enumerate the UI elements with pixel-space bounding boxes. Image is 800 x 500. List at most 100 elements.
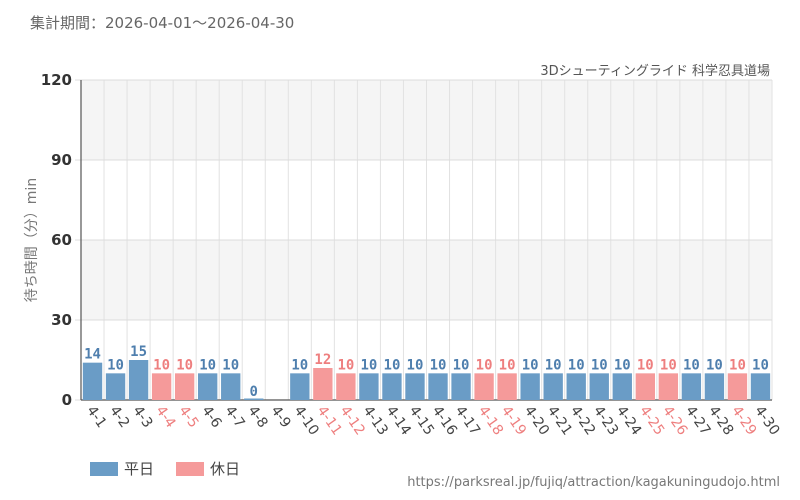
bar-value-label: 10 [568, 357, 585, 373]
bar [105, 373, 126, 400]
bar [336, 373, 356, 400]
x-tick-label: 4-16 [429, 403, 460, 438]
bar-value-label: 10 [153, 357, 170, 373]
bar [497, 373, 517, 400]
bar [635, 373, 655, 400]
y-tick-label: 90 [51, 151, 72, 169]
bar [221, 373, 241, 400]
bar-value-label: 10 [360, 357, 377, 373]
x-tick-label: 4-19 [498, 403, 529, 438]
legend-item-holiday: 休日 [176, 458, 240, 479]
x-tick-label: 4-9 [268, 403, 294, 431]
x-tick-label: 4-27 [682, 403, 713, 438]
bar [82, 362, 103, 400]
period-label: 集計期間：2026-04-01～2026-04-30 [30, 14, 295, 32]
x-tick-label: 4-11 [314, 403, 345, 438]
bar-value-label: 14 [84, 347, 101, 363]
x-tick-label: 4-1 [83, 403, 109, 431]
bar-value-label: 10 [291, 357, 308, 373]
x-tick-label: 4-2 [106, 403, 132, 431]
bar [474, 373, 494, 400]
bar-value-label: 10 [407, 357, 424, 373]
bar [727, 373, 748, 400]
bar-value-label: 10 [107, 357, 124, 373]
bar-value-label: 10 [176, 357, 193, 373]
chart-subtitle: 3Dシューティングライド 科学忍具道場 [540, 64, 770, 79]
bar-value-label: 12 [314, 352, 331, 368]
bar-value-label: 10 [476, 357, 493, 373]
bar [704, 373, 725, 400]
x-tick-label: 4-13 [360, 403, 391, 438]
x-tick-label: 4-10 [291, 403, 322, 438]
bar-value-label: 10 [199, 357, 216, 373]
x-tick-label: 4-29 [728, 403, 759, 438]
legend-label-weekday: 平日 [124, 460, 155, 478]
y-tick-label: 120 [41, 71, 72, 89]
bar-value-label: 10 [729, 357, 746, 373]
y-axis-title: 待ち時間（分）min [24, 178, 40, 302]
legend-label-holiday: 休日 [210, 460, 241, 478]
source-url: https://parksreal.jp/fujiq/attraction/ka… [407, 475, 780, 490]
bar [750, 373, 771, 400]
x-tick-label: 4-30 [751, 403, 782, 438]
bar-value-label: 10 [545, 357, 562, 373]
bar [543, 373, 563, 400]
bar-value-label: 10 [752, 357, 769, 373]
x-tick-label: 4-28 [705, 403, 736, 438]
x-tick-label: 4-25 [636, 403, 667, 438]
x-tick-label: 4-8 [244, 403, 270, 431]
bar-value-label: 10 [430, 357, 447, 373]
x-tick-label: 4-4 [152, 403, 178, 431]
bar-value-label: 10 [660, 357, 677, 373]
legend: 平日 休日 [90, 458, 240, 479]
y-tick-label: 30 [51, 311, 72, 329]
bar-value-label: 10 [384, 357, 401, 373]
bar [359, 373, 379, 400]
bar-value-label: 10 [453, 357, 470, 373]
bar [151, 373, 172, 400]
x-tick-label: 4-15 [406, 403, 437, 438]
legend-swatch-holiday [176, 461, 205, 476]
x-tick-label: 4-7 [221, 403, 247, 431]
bar-value-label: 10 [499, 357, 516, 373]
bar-value-label: 10 [591, 357, 608, 373]
bar [128, 360, 149, 400]
x-tick-label: 4-12 [337, 403, 368, 438]
bar [681, 373, 702, 400]
bar [451, 373, 471, 400]
y-tick-label: 0 [62, 391, 72, 409]
bar [382, 373, 402, 400]
bar-value-label: 10 [522, 357, 539, 373]
x-tick-label: 4-21 [544, 403, 575, 438]
bar [174, 373, 195, 400]
bar-value-label: 10 [683, 357, 700, 373]
x-tick-label: 4-26 [659, 403, 690, 438]
bar [566, 373, 586, 400]
bar [313, 368, 333, 400]
legend-swatch-weekday [90, 461, 118, 476]
bar [589, 373, 609, 400]
x-tick-label: 4-5 [175, 403, 201, 431]
x-tick-label: 4-23 [590, 403, 621, 438]
bar [405, 373, 425, 400]
bar-value-label: 15 [130, 344, 147, 360]
bar [428, 373, 448, 400]
x-tick-label: 4-14 [383, 403, 414, 438]
bar [198, 373, 218, 400]
x-tick-label: 4-6 [198, 403, 224, 431]
bar [612, 373, 632, 400]
bar [290, 373, 310, 400]
x-tick-label: 4-20 [521, 403, 552, 438]
x-tick-label: 4-18 [475, 403, 506, 438]
bar-value-label: 10 [614, 357, 631, 373]
bar-value-label: 10 [706, 357, 723, 373]
x-tick-label: 4-24 [613, 403, 644, 438]
bar [520, 373, 540, 400]
x-tick-label: 4-3 [129, 403, 155, 431]
x-tick-label: 4-22 [567, 403, 598, 438]
bar-value-label: 10 [637, 357, 654, 373]
bar [244, 398, 264, 400]
bar [658, 373, 679, 400]
bar-value-label: 10 [222, 357, 239, 373]
